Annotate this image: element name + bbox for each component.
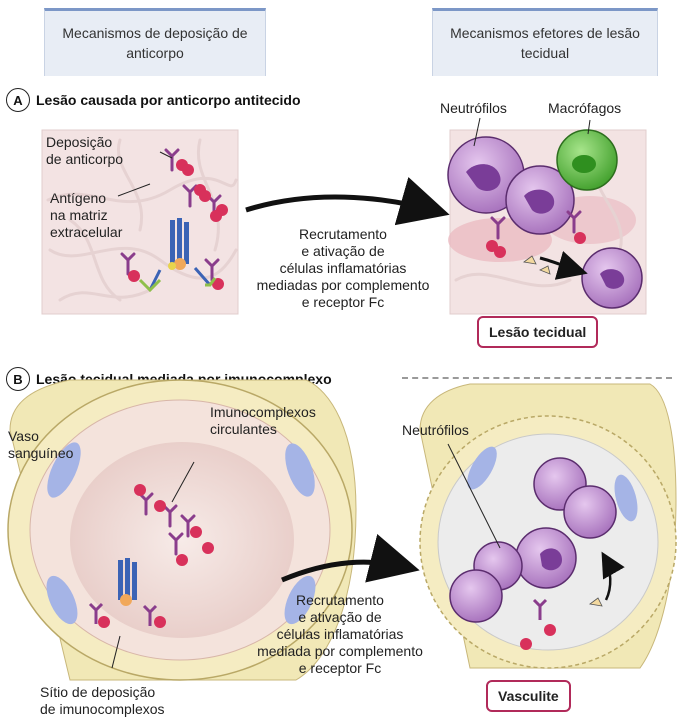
neutrophils-pointer-b	[447, 443, 501, 549]
deposit-site-pointer	[111, 635, 121, 669]
antigens-a-right	[486, 232, 586, 258]
header-antibody-deposition: Mecanismos de deposição de anticorpo	[44, 8, 266, 76]
label-macrophages-a: Macrófagos	[548, 100, 622, 116]
label-neutrophils-a: Neutrófilos	[440, 100, 507, 116]
arrow-a-text: Recrutamento e ativação de células infla…	[256, 226, 430, 310]
neutrophils-vessel	[449, 457, 617, 623]
arrow-a	[245, 177, 450, 226]
label-blood-vessel: Vaso sanguíneo	[8, 428, 74, 461]
immunocomplexes-pointer	[171, 461, 195, 503]
macrophage-a	[556, 129, 618, 191]
circulating-immunocomplexes	[138, 492, 196, 556]
label-antibody-deposition: Deposição de anticorpo	[46, 134, 124, 167]
neutrophil-a2	[505, 165, 575, 235]
label-neutrophils-b: Neutrófilos	[402, 422, 469, 438]
injury-arrow-a	[539, 250, 588, 280]
receptor-antibody-a	[490, 210, 582, 240]
arrow-b	[281, 534, 420, 583]
label-circulating-immunocomplexes: Imunocomplexos circulantes	[210, 404, 316, 437]
arrow-b-text: Recrutamento e ativação de células infla…	[257, 592, 423, 676]
section-b-divider	[402, 377, 672, 379]
deposited-immunocomplexes	[88, 558, 166, 628]
outcome-tissue-injury: Lesão tecidual	[477, 316, 599, 348]
vessel-wall-immunocomplexes	[520, 598, 556, 650]
label-deposit-site: Sítio de deposição de imunocomplexos	[40, 684, 165, 717]
section-a-title-text: Lesão causada por anticorpo antitecido	[36, 92, 301, 108]
section-a-letter: A	[6, 88, 30, 112]
migration-arrow-b	[601, 551, 625, 601]
enzyme-release-b	[589, 597, 603, 607]
section-b-letter: B	[6, 367, 30, 391]
outcome-vasculitis: Vasculite	[486, 680, 571, 712]
macrophages-pointer-a	[587, 119, 591, 135]
antigens-a	[128, 159, 228, 290]
label-antigen-matrix: Antígeno na matriz extracelular	[50, 190, 123, 240]
complement-complex-a	[138, 218, 217, 293]
enzyme-release-a	[523, 255, 551, 275]
circulating-antigens	[134, 484, 214, 566]
neutrophils-pointer-a	[473, 117, 481, 147]
tissue-block-a	[41, 129, 239, 315]
neutrophil-a1	[447, 136, 525, 214]
antibody-deposits-a	[120, 148, 222, 282]
section-a-title: A Lesão causada por anticorpo antitecido	[6, 88, 301, 112]
header-left-text: Mecanismos de deposição de anticorpo	[62, 25, 248, 61]
header-effector-mechanisms: Mecanismos efetores de lesão tecidual	[432, 8, 658, 76]
antibody-deposition-pointer	[159, 151, 173, 159]
header-right-text: Mecanismos efetores de lesão tecidual	[450, 25, 640, 61]
neutrophil-a3	[581, 247, 643, 309]
antigen-pointer	[117, 183, 151, 197]
